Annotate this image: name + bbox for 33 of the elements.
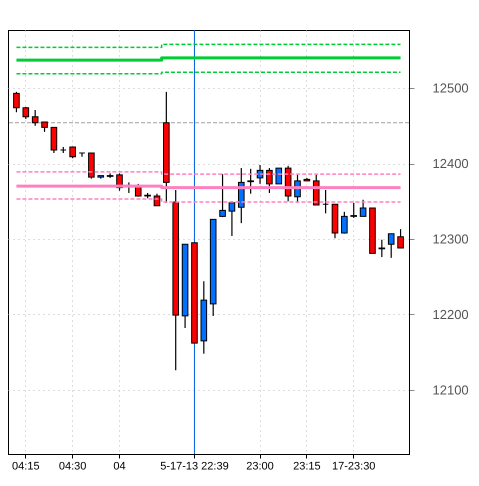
x-tick-label: 5-17-13 22:39 bbox=[160, 460, 229, 472]
y-tick-label: 12500 bbox=[432, 80, 469, 96]
x-tick-label: 23:15 bbox=[293, 460, 321, 472]
y-tick-label: 12200 bbox=[432, 306, 469, 322]
candlestick bbox=[247, 168, 254, 194]
candlestick bbox=[41, 121, 48, 132]
x-tick-label: 23:00 bbox=[246, 460, 274, 472]
candlestick bbox=[350, 202, 358, 218]
candlestick bbox=[32, 109, 38, 126]
candlestick bbox=[378, 239, 386, 258]
candlestick bbox=[69, 146, 76, 159]
x-tick-label: 17-23:30 bbox=[332, 460, 376, 472]
x-tick-label: 04 bbox=[113, 460, 126, 472]
candlestick bbox=[397, 228, 404, 249]
candlestick bbox=[22, 106, 30, 120]
x-tick-label: 04:15 bbox=[12, 460, 40, 472]
candlestick bbox=[266, 167, 273, 194]
candlestick bbox=[256, 164, 264, 185]
candlestick bbox=[219, 174, 226, 218]
x-tick-label: 04:30 bbox=[58, 460, 86, 472]
candlestick bbox=[13, 91, 20, 113]
y-tick-label: 12100 bbox=[432, 382, 469, 398]
candlestick bbox=[360, 199, 366, 217]
candlestick bbox=[50, 126, 58, 154]
candlestick bbox=[322, 189, 329, 214]
candlestick bbox=[275, 168, 282, 184]
candlestick bbox=[60, 146, 67, 154]
y-tick-label: 12400 bbox=[432, 156, 469, 172]
candlestick bbox=[341, 211, 348, 234]
candlestick bbox=[388, 233, 395, 258]
candlestick bbox=[154, 193, 160, 206]
y-tick-label: 12300 bbox=[432, 231, 469, 246]
candlestick bbox=[228, 200, 236, 237]
